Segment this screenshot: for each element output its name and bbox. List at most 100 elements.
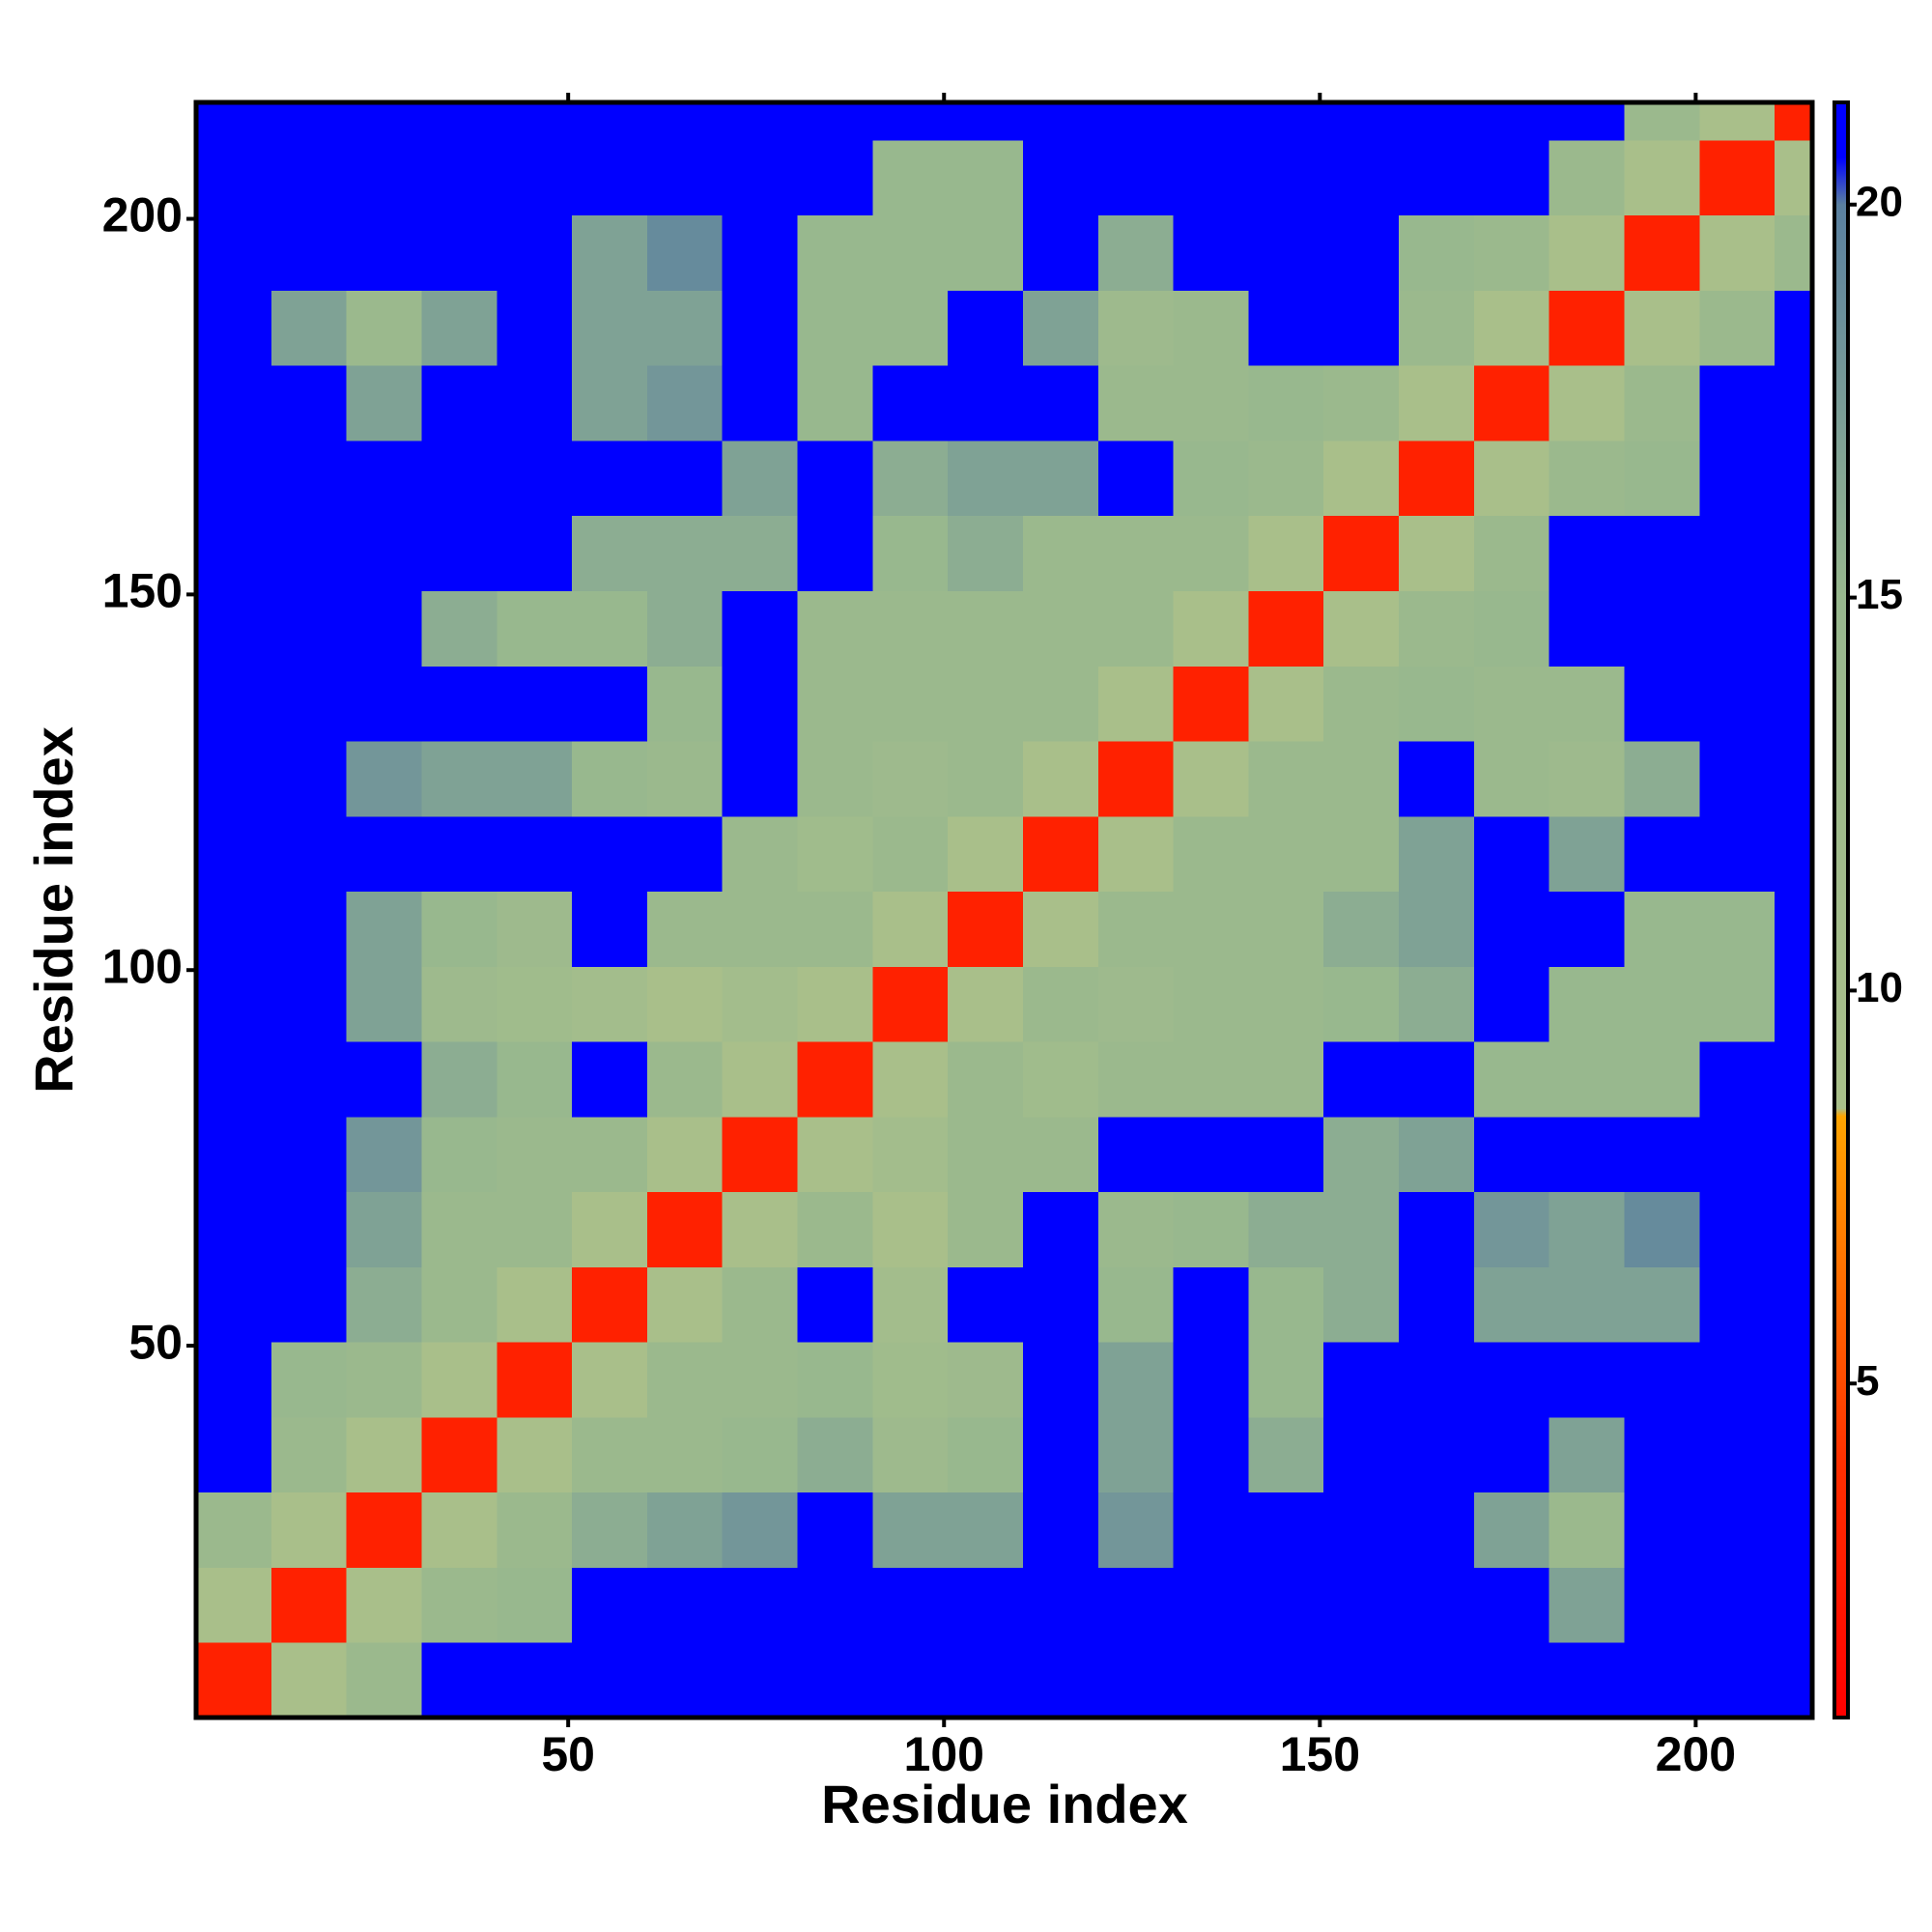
heatmap-cell (1624, 1342, 1700, 1418)
heatmap-cell (196, 741, 272, 817)
heatmap-cell (948, 1642, 1024, 1719)
y-tick-label: 50 (128, 1315, 183, 1369)
heatmap-cell (196, 815, 272, 893)
heatmap-cell (1248, 1342, 1324, 1418)
heatmap-cell (1248, 1266, 1324, 1343)
x-tick-label: 100 (904, 1727, 984, 1781)
heatmap-cell (1323, 102, 1400, 141)
heatmap-cell (722, 515, 799, 591)
heatmap-cell (1248, 1041, 1324, 1118)
heatmap-cell (572, 1492, 648, 1568)
heatmap-cell (1473, 139, 1550, 216)
heatmap-cell (1248, 214, 1324, 291)
heatmap-cell (1173, 102, 1249, 141)
heatmap-cell (346, 1642, 422, 1719)
heatmap-cell (1022, 102, 1099, 141)
heatmap-cell (948, 290, 1024, 366)
heatmap-cell (1022, 815, 1099, 893)
heatmap-cell (1323, 891, 1400, 967)
heatmap-cell (646, 1191, 724, 1267)
heatmap-cell (1399, 1416, 1475, 1493)
heatmap-cell (797, 139, 873, 216)
heatmap-cell (948, 1266, 1024, 1343)
heatmap-cell (1022, 590, 1099, 667)
heatmap-cell (572, 666, 648, 742)
heatmap-cell (1323, 1492, 1400, 1568)
heatmap-cell (1022, 741, 1099, 817)
heatmap-cell (797, 590, 873, 667)
heatmap-cell (346, 1266, 422, 1343)
heatmap-cell (421, 365, 497, 441)
heatmap-cell (270, 139, 348, 216)
heatmap-cell (1248, 741, 1324, 817)
heatmap-cell (1022, 1567, 1099, 1643)
heatmap-cell (196, 1191, 272, 1267)
heatmap-cell (1473, 440, 1550, 517)
heatmap-cell (1473, 1266, 1550, 1343)
heatmap-cell (497, 966, 573, 1042)
heatmap-cell (1097, 1492, 1175, 1568)
heatmap-cell (270, 440, 348, 517)
heatmap-cell (797, 365, 873, 441)
heatmap-cell (1775, 214, 1813, 291)
heatmap-cell (421, 1416, 497, 1493)
heatmap-cell (1323, 741, 1400, 817)
heatmap-cell (1548, 139, 1625, 216)
heatmap-cell (421, 1642, 497, 1719)
heatmap-cell (1173, 1191, 1249, 1267)
heatmap-cell (1399, 515, 1475, 591)
heatmap-cell (270, 515, 348, 591)
heatmap-cell (1473, 1492, 1550, 1568)
y-tick-label: 200 (102, 188, 183, 242)
heatmap-cell (646, 666, 724, 742)
heatmap-cell (1624, 365, 1700, 441)
heatmap-cell (797, 102, 873, 141)
heatmap-cell (1624, 290, 1700, 366)
heatmap-cell (421, 590, 497, 667)
heatmap-cell (1548, 1116, 1625, 1193)
heatmap-cell (646, 214, 724, 291)
heatmap-cell (421, 815, 497, 893)
x-tick-label: 150 (1280, 1727, 1360, 1781)
heatmap-cell (572, 139, 648, 216)
heatmap-cell (948, 1567, 1024, 1643)
heatmap-cell (646, 1416, 724, 1493)
heatmap-cell (948, 440, 1024, 517)
heatmap-cell (797, 214, 873, 291)
heatmap-cell (270, 1342, 348, 1418)
heatmap-cell (948, 815, 1024, 893)
heatmap-cell (1624, 1567, 1700, 1643)
heatmap-cell (196, 891, 272, 967)
heatmap-cell (497, 365, 573, 441)
heatmap-cell (1624, 1266, 1700, 1343)
heatmap-cell (1022, 1116, 1099, 1193)
heatmap-cell (948, 1191, 1024, 1267)
heatmap-cell (1022, 891, 1099, 967)
heatmap-cell (421, 102, 497, 141)
heatmap-cell (497, 1642, 573, 1719)
heatmap-cell (1699, 1642, 1776, 1719)
heatmap-cell (1173, 139, 1249, 216)
heatmap-cell (1699, 365, 1776, 441)
heatmap-cell (722, 1492, 799, 1568)
heatmap-cell (270, 666, 348, 742)
heatmap-cell (1775, 515, 1813, 591)
heatmap-cell (1548, 1492, 1625, 1568)
heatmap-cell (196, 1567, 272, 1643)
heatmap-cell (722, 966, 799, 1042)
heatmap-cell (196, 139, 272, 216)
heatmap-cell (572, 440, 648, 517)
heatmap-cell (722, 1266, 799, 1343)
heatmap-cell (1699, 1116, 1776, 1193)
heatmap-cell (1323, 214, 1400, 291)
heatmap-cell (1097, 1567, 1175, 1643)
heatmap-cell (722, 102, 799, 141)
heatmap-cell (1399, 966, 1475, 1042)
heatmap-cell (497, 741, 573, 817)
heatmap-cell (872, 440, 949, 517)
heatmap-cell (1473, 966, 1550, 1042)
heatmap-cell (346, 891, 422, 967)
heatmap-cell (1624, 1642, 1700, 1719)
heatmap-cell (1022, 1492, 1099, 1568)
heatmap-cell (722, 815, 799, 893)
